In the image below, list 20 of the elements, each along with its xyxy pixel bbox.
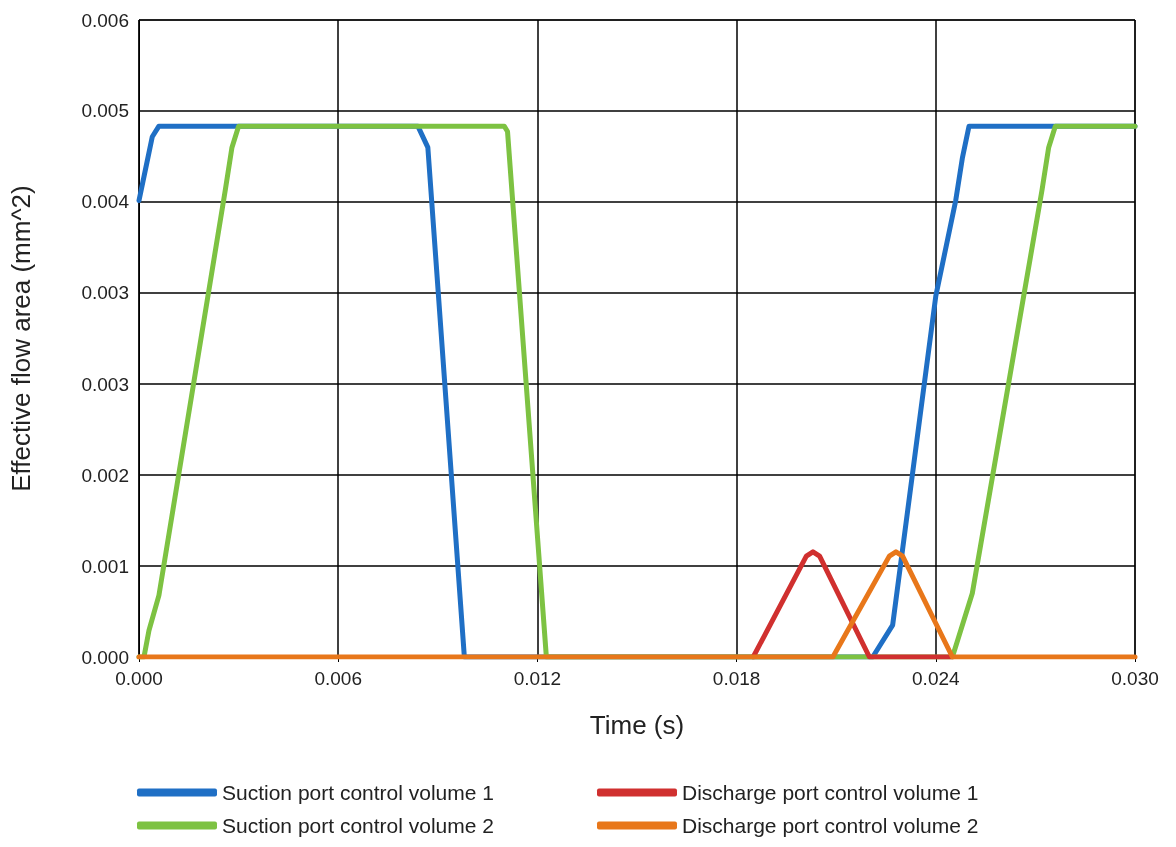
y-tick-label: 0.001 <box>81 555 129 577</box>
legend-label: Suction port control volume 2 <box>222 814 494 837</box>
y-tick-label: 0.003 <box>81 373 129 395</box>
x-axis-title: Time (s) <box>589 710 685 740</box>
legend-label: Discharge port control volume 2 <box>682 814 979 837</box>
x-tick-label: 0.030 <box>1111 668 1159 689</box>
x-tick-label: 0.018 <box>712 668 761 689</box>
x-tick-label: 0.006 <box>314 668 362 689</box>
y-tick-label: 0.006 <box>81 9 129 31</box>
y-tick-label: 0.005 <box>81 100 129 122</box>
x-tick-label: 0.012 <box>513 668 562 689</box>
x-tick-label: 0.024 <box>912 668 961 689</box>
y-tick-label: 0.003 <box>81 282 129 304</box>
legend-label: Suction port control volume 1 <box>222 781 494 804</box>
y-tick-label: 0.004 <box>81 191 130 213</box>
legend-label: Discharge port control volume 1 <box>682 781 979 804</box>
x-tick-label: 0.000 <box>115 668 163 689</box>
y-axis-title: Effective flow area (mm^2) <box>6 185 36 492</box>
y-tick-label: 0.002 <box>81 464 129 486</box>
y-tick-label: 0.000 <box>81 646 129 668</box>
